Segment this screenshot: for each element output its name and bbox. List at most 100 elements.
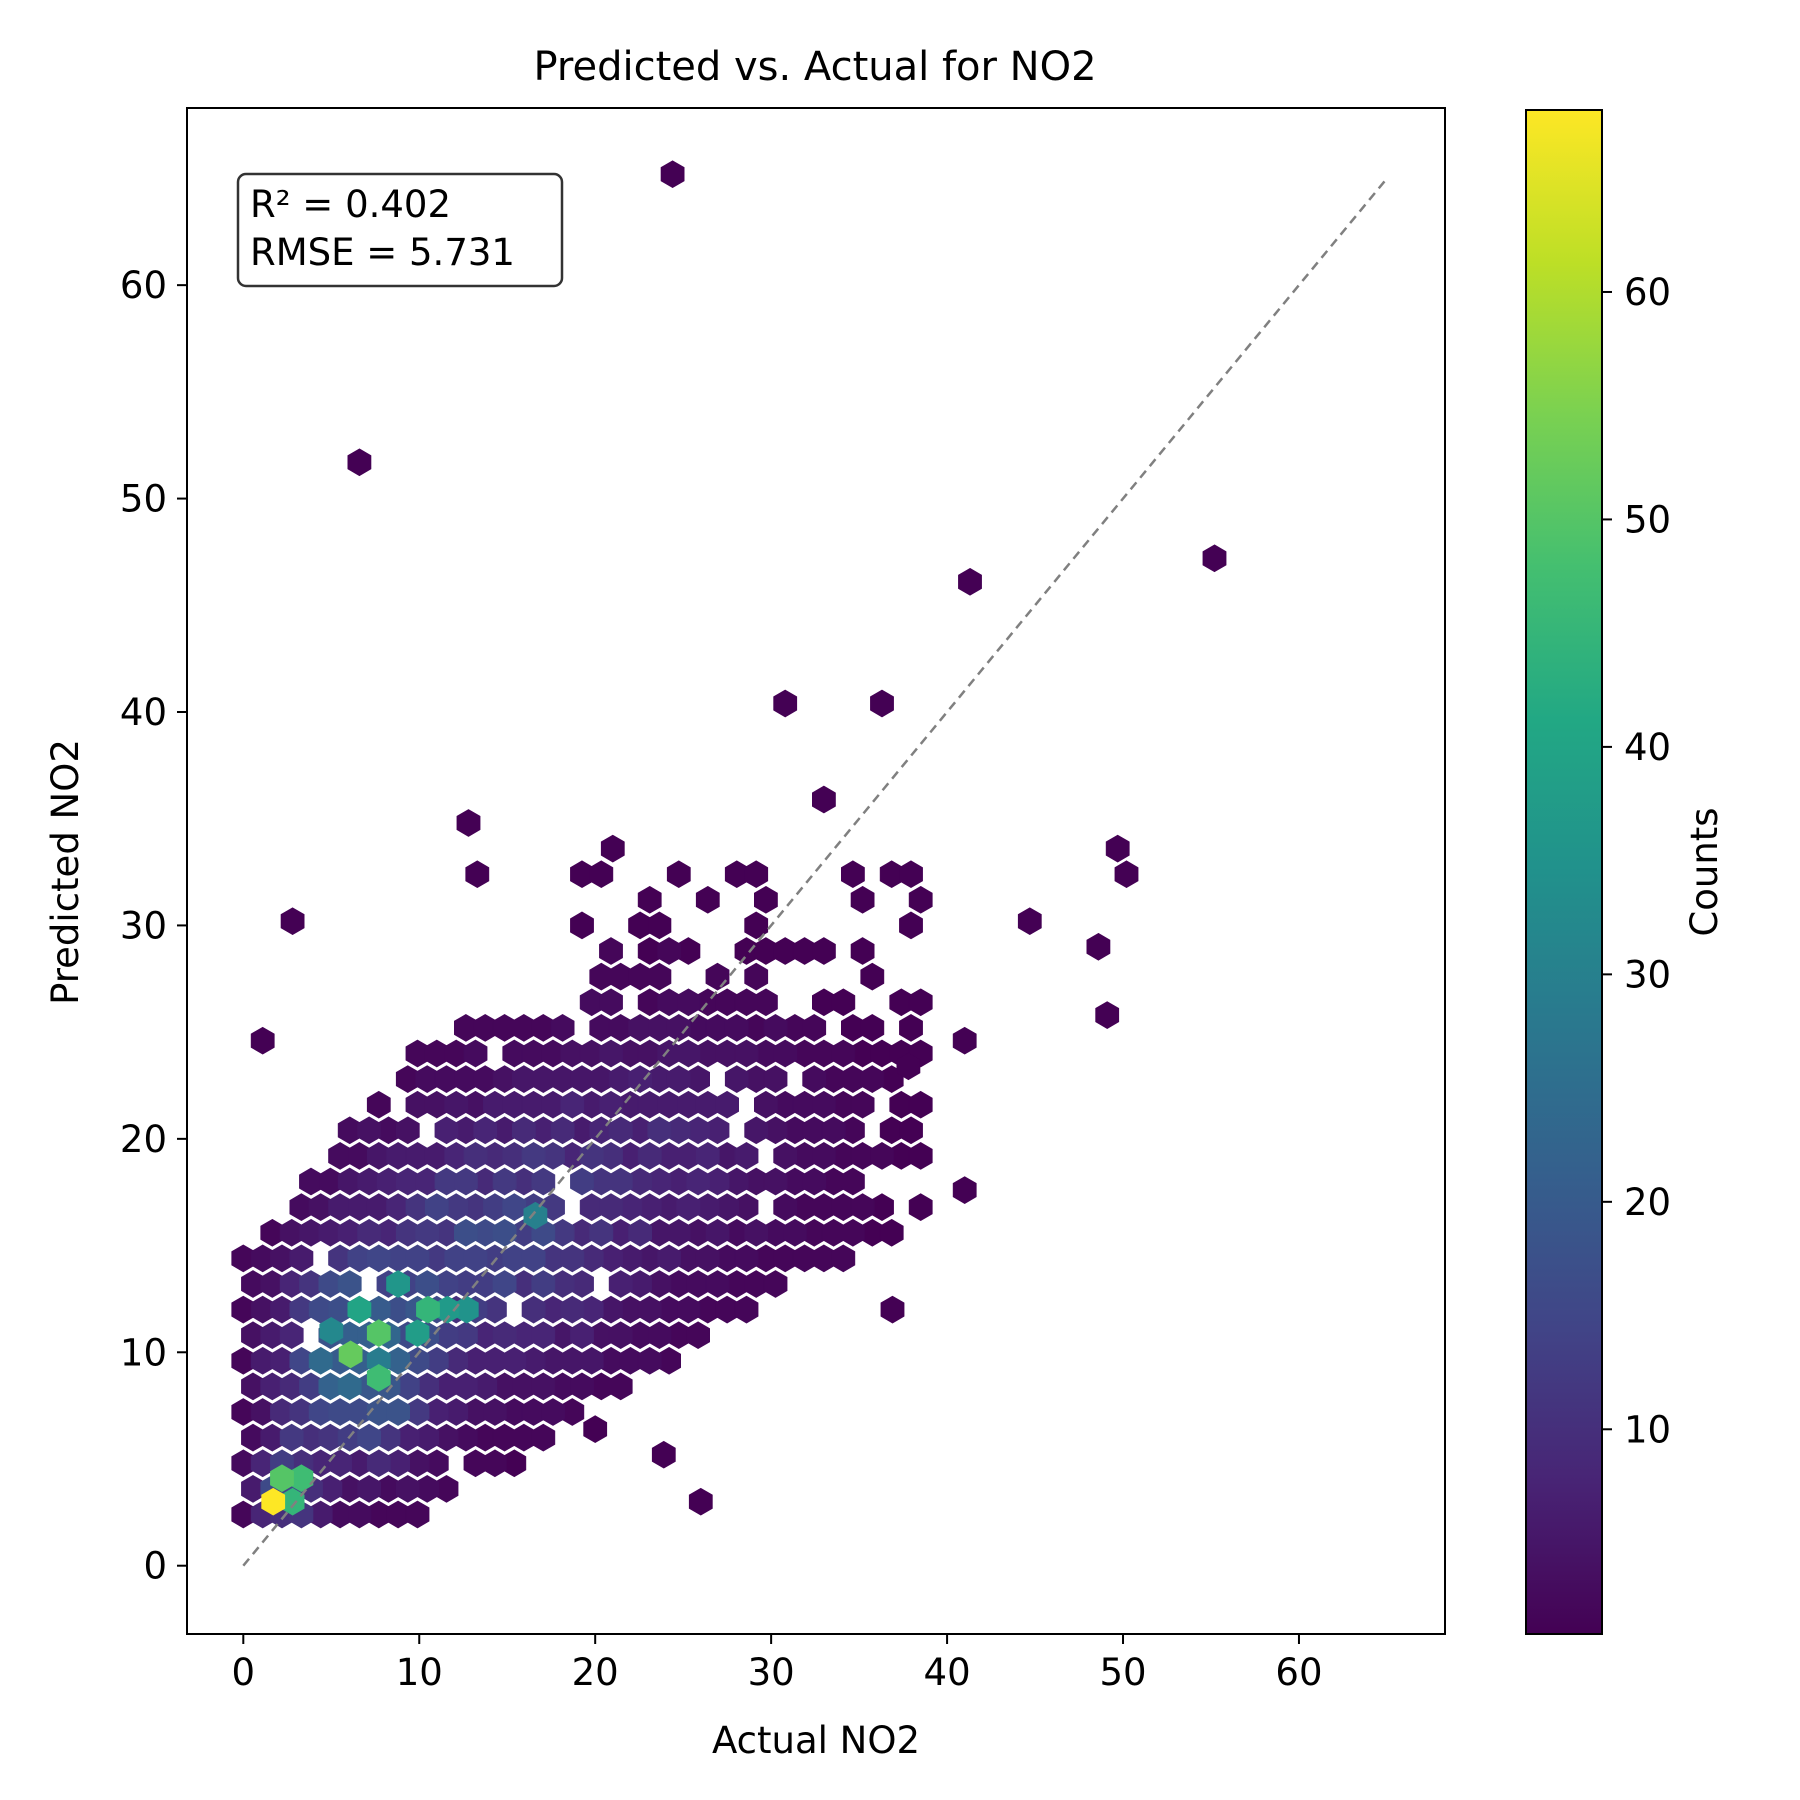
hexbin-cell bbox=[463, 1244, 488, 1273]
hexbin-cell bbox=[744, 1116, 769, 1145]
hexbin-cell bbox=[599, 1039, 623, 1068]
hexbin-cell bbox=[734, 1142, 759, 1170]
hexbin-cell bbox=[280, 907, 305, 936]
hexbin-cell bbox=[811, 785, 836, 814]
hexbin-cell bbox=[676, 1193, 701, 1221]
hexbin-cell bbox=[583, 1415, 608, 1443]
y-axis-label: Predicted NO2 bbox=[44, 739, 87, 1005]
hexbin-cell bbox=[482, 1449, 507, 1478]
hexbin-cell bbox=[763, 1167, 788, 1196]
hexbin-cell bbox=[405, 1319, 430, 1347]
hexbin-cell bbox=[434, 1116, 459, 1145]
hexbin-cell bbox=[416, 1295, 440, 1324]
hexbin-cell bbox=[347, 1500, 372, 1529]
y-tick-label: 40 bbox=[120, 691, 167, 734]
hexbin-cell bbox=[415, 1218, 440, 1247]
hexbin-cell bbox=[763, 1014, 788, 1042]
hexbin-cell bbox=[261, 1487, 286, 1516]
hexbin-cell bbox=[599, 937, 623, 965]
hexbin-cell bbox=[560, 1090, 585, 1119]
colorbar-tick-label: 30 bbox=[1624, 953, 1671, 996]
hexbin-cell bbox=[860, 1014, 885, 1042]
hexbin-cell bbox=[521, 1295, 546, 1324]
hexbin-cell bbox=[821, 1116, 846, 1145]
hexbin-cell bbox=[647, 1116, 672, 1145]
plot-frame bbox=[186, 107, 1446, 1635]
hexbin-cell bbox=[531, 1423, 556, 1452]
hexbin-cell bbox=[744, 962, 769, 991]
hexbin-cell bbox=[705, 1270, 730, 1298]
hexbin-cell bbox=[463, 1142, 488, 1170]
hexbin-cell bbox=[523, 1201, 548, 1230]
hexbin-cell bbox=[958, 567, 982, 596]
hexbin-cell bbox=[688, 1487, 713, 1516]
hexbin-cell bbox=[608, 1270, 633, 1298]
hexbin-cell bbox=[676, 1039, 701, 1068]
hexbin-cell bbox=[570, 1321, 594, 1350]
x-tick-label: 0 bbox=[232, 1651, 256, 1694]
hexbin-cell bbox=[521, 1142, 546, 1170]
hexbin-cell bbox=[599, 988, 623, 1017]
hexbin-cell bbox=[637, 1346, 662, 1375]
x-tick-label: 30 bbox=[748, 1651, 795, 1694]
hexbin-cell bbox=[802, 1167, 827, 1196]
hexbin-cell bbox=[570, 911, 594, 940]
hexbin-cell bbox=[560, 1244, 585, 1273]
hexbin-cell bbox=[899, 911, 923, 940]
hexbin-cell bbox=[395, 1116, 420, 1145]
colorbar-label: Counts bbox=[1683, 807, 1726, 936]
hexbin-cell bbox=[666, 860, 691, 889]
hexbin-cell bbox=[744, 860, 769, 889]
y-axis-ticks: 0 10 20 30 40 50 60 bbox=[120, 264, 187, 1588]
colorbar-tick-label: 10 bbox=[1624, 1408, 1671, 1451]
hexbin-cell bbox=[366, 1319, 391, 1347]
hexbin-cell bbox=[550, 1116, 575, 1145]
hexbin-cell bbox=[579, 1346, 604, 1375]
hexbin-cell bbox=[366, 1449, 391, 1478]
hexbin-cell bbox=[773, 1039, 798, 1068]
hexbin-cell bbox=[492, 1218, 517, 1247]
hexbin-cell bbox=[879, 1218, 904, 1247]
hexbin-cell bbox=[753, 1090, 778, 1119]
hexbin-cell bbox=[724, 1065, 749, 1093]
hexbin-cell bbox=[531, 1321, 556, 1350]
hexbin-cell bbox=[357, 1475, 382, 1503]
hexbin-cell bbox=[952, 1026, 977, 1055]
y-tick-label: 50 bbox=[120, 478, 167, 521]
y-tick-label: 10 bbox=[120, 1331, 167, 1374]
hexbin-cell bbox=[589, 860, 614, 889]
hexbin-cell bbox=[724, 1014, 749, 1042]
hexbin-cell bbox=[850, 1090, 875, 1119]
hexbin-cell bbox=[811, 1142, 836, 1170]
hexbin-cell bbox=[870, 1142, 894, 1170]
hexbin-cell bbox=[657, 1244, 682, 1273]
x-axis-label: Actual NO2 bbox=[712, 1719, 920, 1762]
hexbin-cell bbox=[465, 860, 490, 889]
hexbin-cell bbox=[802, 1014, 827, 1042]
hexbin-cell bbox=[366, 1090, 391, 1119]
hexbin-cell bbox=[453, 1372, 478, 1401]
hexbin-cell bbox=[753, 885, 778, 914]
hexbin-cell bbox=[1202, 544, 1227, 573]
hexbin-cell bbox=[405, 1244, 430, 1273]
hexbin-cell bbox=[289, 1244, 314, 1273]
hexbin-cell bbox=[608, 1321, 633, 1350]
hexbin-cell bbox=[628, 1065, 653, 1093]
hexbin-cell bbox=[840, 860, 865, 889]
hexbin-cell bbox=[899, 1116, 923, 1145]
hexbin-cell bbox=[589, 1218, 614, 1247]
hexbin-cell bbox=[840, 1218, 865, 1247]
hexbin-cell bbox=[686, 1167, 711, 1196]
hexbin-cells bbox=[231, 160, 1227, 1529]
hexbin-cell bbox=[908, 988, 933, 1017]
hexbin-cell bbox=[773, 689, 798, 718]
hexbin-cell bbox=[357, 1423, 382, 1452]
x-tick-label: 10 bbox=[396, 1651, 443, 1694]
hexbin-cell bbox=[666, 1014, 691, 1042]
hexbin-cell bbox=[502, 1193, 527, 1221]
hexbin-cell bbox=[870, 689, 894, 718]
colorbar-tick-label: 50 bbox=[1624, 498, 1671, 541]
hexbin-cell bbox=[744, 1218, 769, 1247]
hexbin-cell bbox=[338, 1340, 363, 1369]
